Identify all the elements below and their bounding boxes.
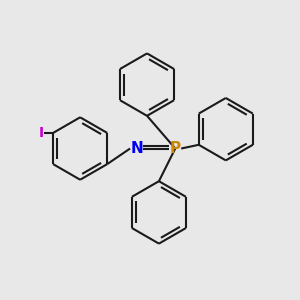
Text: I: I (38, 126, 43, 140)
Text: P: P (170, 141, 181, 156)
Text: N: N (130, 141, 143, 156)
